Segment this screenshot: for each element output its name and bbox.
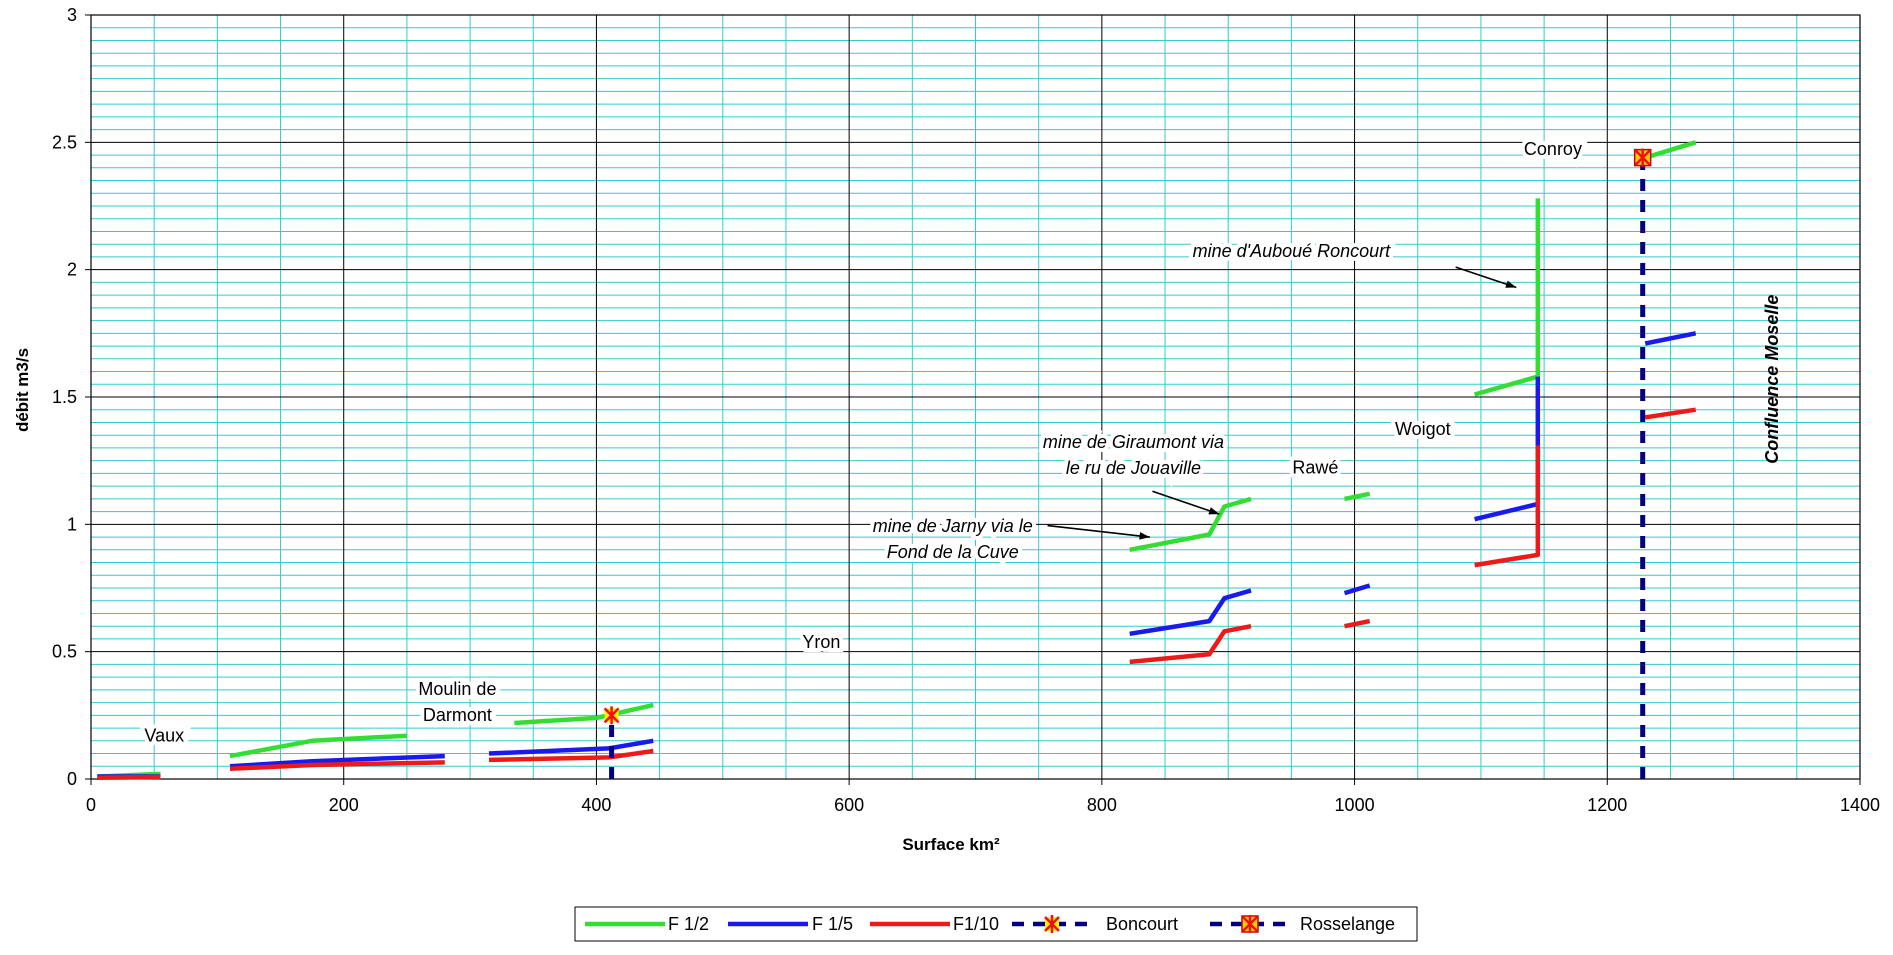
y-tick-label: 0 xyxy=(67,769,77,789)
legend-label: Boncourt xyxy=(1106,914,1178,934)
legend-label: F 1/5 xyxy=(812,914,853,934)
annotation-label: Woigot xyxy=(1395,419,1451,439)
annotation-arrow xyxy=(1152,490,1220,515)
x-tick-label: 200 xyxy=(329,795,359,815)
axes: 0 200 400 600 800 1000 1200 1400 0 0.5 1 1.5 2 2.5 3 xyxy=(52,5,1880,815)
series-boncourt xyxy=(603,706,620,779)
y-tick-label: 1 xyxy=(67,514,77,534)
x-tick-label: 800 xyxy=(1087,795,1117,815)
series-line xyxy=(1644,140,1697,160)
series-line xyxy=(1644,331,1697,346)
annotation-label: Vaux xyxy=(144,726,184,746)
y-tick-label: 1.5 xyxy=(52,387,77,407)
legend-label: F 1/2 xyxy=(668,914,709,934)
series-line xyxy=(229,733,408,759)
annotation-arrowhead xyxy=(1139,532,1150,540)
x-tick-label: 1200 xyxy=(1587,795,1627,815)
y-tick-label: 2.5 xyxy=(52,132,77,152)
y-tick-label: 2 xyxy=(67,260,77,280)
x-tick-label: 1000 xyxy=(1335,795,1375,815)
series-line xyxy=(514,702,654,726)
x-tick-label: 0 xyxy=(86,795,96,815)
series-line xyxy=(1129,496,1252,553)
series-line xyxy=(1344,618,1371,629)
series-line xyxy=(1129,623,1252,665)
annotation-label: le ru de Jouaville xyxy=(1066,458,1201,478)
series-group xyxy=(97,140,1697,780)
series-line xyxy=(1344,491,1371,502)
annotation-label: Rawé xyxy=(1292,457,1338,477)
x-tick-label: 1400 xyxy=(1840,795,1880,815)
annotation-arrowhead xyxy=(1208,507,1220,515)
series-line xyxy=(229,753,445,769)
series-rosselange xyxy=(1633,148,1652,779)
annotation-arrowhead xyxy=(1505,280,1517,288)
annotation-label: mine de Giraumont via xyxy=(1043,432,1224,452)
y-axis-title: débit m3/s xyxy=(13,348,32,432)
annotation-label: mine de Jarny via le xyxy=(873,516,1033,536)
annotation-arrow xyxy=(1047,524,1150,538)
series-line xyxy=(229,760,445,772)
y-tick-label: 0.5 xyxy=(52,642,77,662)
x-tick-label: 400 xyxy=(581,795,611,815)
series-line xyxy=(1474,445,1541,568)
legend-label: Rosselange xyxy=(1300,914,1395,934)
y-tick-label: 3 xyxy=(67,5,77,25)
x-tick-label: 600 xyxy=(834,795,864,815)
x-axis-title: Surface km² xyxy=(902,835,1000,854)
series-line xyxy=(1129,588,1252,637)
series-line xyxy=(1644,407,1697,420)
gridlines xyxy=(91,15,1860,779)
legend-label: F1/10 xyxy=(953,914,999,934)
series-line xyxy=(97,774,161,780)
annotations-group: Vaux Moulin de Darmont Yron mine de Jarny vi… xyxy=(140,135,1782,749)
series-line xyxy=(1343,583,1371,596)
annotation-label: Fond de la Cuve xyxy=(887,542,1019,562)
annotation-label: mine d'Auboué Roncourt xyxy=(1193,241,1392,261)
annotation-label: Moulin de xyxy=(418,679,496,699)
annotation-label: Conroy xyxy=(1524,139,1582,159)
annotation-arrow xyxy=(1455,266,1517,289)
annotation-label: Confluence Moselle xyxy=(1762,295,1782,464)
legend: F 1/2 F 1/5 F1/10 Boncourt Rosselange xyxy=(574,906,1418,942)
annotation-label: Darmont xyxy=(423,705,492,725)
annotation-label: Yron xyxy=(802,632,840,652)
